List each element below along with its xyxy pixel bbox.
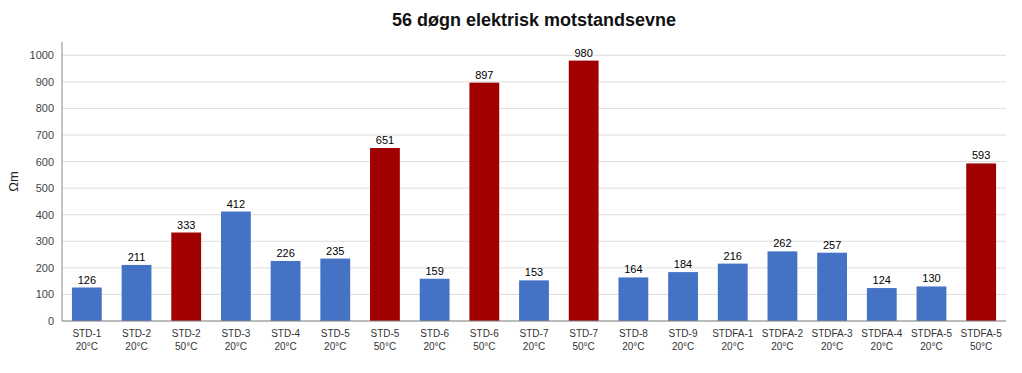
bar bbox=[320, 259, 350, 321]
x-tick-label: STD-550°C bbox=[370, 328, 399, 352]
grid-line bbox=[62, 55, 1006, 56]
data-label: 333 bbox=[177, 219, 195, 231]
x-tick-label: STD-650°C bbox=[470, 328, 499, 352]
grid-line bbox=[62, 214, 1006, 215]
y-tick-label: 500 bbox=[36, 182, 54, 194]
data-label: 211 bbox=[128, 251, 146, 263]
grid-line bbox=[62, 161, 1006, 162]
bar bbox=[171, 233, 201, 321]
bar bbox=[817, 253, 847, 321]
bar bbox=[569, 61, 599, 321]
x-tick-label: STDFA-220°C bbox=[762, 328, 804, 352]
x-tick-label: STDFA-120°C bbox=[712, 328, 754, 352]
x-tick-label: STD-520°C bbox=[321, 328, 350, 352]
chart: 0 100 200 300 400 500 600 700 800 900 1000 126 211 33… bbox=[0, 0, 1022, 373]
data-label: 897 bbox=[475, 69, 493, 81]
bar bbox=[469, 83, 499, 321]
title: 56 døgn elektrisk motstandsevne bbox=[392, 10, 676, 30]
bar bbox=[122, 265, 152, 321]
bar bbox=[519, 280, 549, 321]
grid-line bbox=[62, 188, 1006, 189]
data-label: 159 bbox=[425, 265, 443, 277]
bar bbox=[72, 288, 102, 321]
data-labels: 126 211 333 412 226 235 651 159 897 153 980 164 184 2… bbox=[78, 47, 991, 286]
bar bbox=[370, 148, 400, 321]
data-label: 124 bbox=[873, 274, 891, 286]
bar bbox=[420, 279, 450, 321]
bar bbox=[966, 163, 996, 321]
y-axis-label: Ωm bbox=[6, 171, 21, 192]
y-tick-label: 600 bbox=[36, 156, 54, 168]
grid-line bbox=[62, 321, 1006, 322]
x-tick-label: STDFA-320°C bbox=[812, 328, 854, 352]
x-tick-label: STDFA-420°C bbox=[861, 328, 903, 352]
y-tick-label: 900 bbox=[36, 76, 54, 88]
x-tick-label: STD-620°C bbox=[420, 328, 449, 352]
data-label: 593 bbox=[972, 149, 990, 161]
data-label: 651 bbox=[376, 134, 394, 146]
grid bbox=[62, 55, 1006, 321]
bar bbox=[271, 261, 301, 321]
data-label: 257 bbox=[823, 239, 841, 251]
data-label: 164 bbox=[624, 263, 642, 275]
data-label: 216 bbox=[724, 250, 742, 262]
data-label: 262 bbox=[773, 237, 791, 249]
bar bbox=[768, 251, 798, 321]
bar bbox=[618, 277, 648, 321]
data-label: 126 bbox=[78, 274, 96, 286]
grid-line bbox=[62, 108, 1006, 109]
grid-line bbox=[62, 241, 1006, 242]
data-label: 235 bbox=[326, 245, 344, 257]
x-tick-label: STDFA-520°C bbox=[911, 328, 953, 352]
x-tick-label: STD-250°C bbox=[172, 328, 201, 352]
bar bbox=[668, 272, 698, 321]
grid-line bbox=[62, 81, 1006, 82]
y-tick-label: 700 bbox=[36, 129, 54, 141]
bar bbox=[867, 288, 897, 321]
x-ticks: STD-120°C STD-220°C STD-250°C STD-320°C STD-… bbox=[72, 328, 1002, 352]
x-tick-label: STD-820°C bbox=[619, 328, 648, 352]
y-tick-label: 400 bbox=[36, 209, 54, 221]
x-tick-label: STDFA-550°C bbox=[961, 328, 1003, 352]
y-tick-label: 0 bbox=[48, 315, 54, 327]
y-ticks: 0 100 200 300 400 500 600 700 800 900 1000 bbox=[30, 49, 54, 327]
y-tick-label: 100 bbox=[36, 288, 54, 300]
x-tick-label: STD-920°C bbox=[669, 328, 698, 352]
x-tick-label: STD-320°C bbox=[221, 328, 250, 352]
data-label: 226 bbox=[276, 247, 294, 259]
grid-line bbox=[62, 135, 1006, 136]
data-label: 980 bbox=[575, 47, 593, 59]
x-tick-label: STD-720°C bbox=[520, 328, 549, 352]
y-tick-label: 800 bbox=[36, 102, 54, 114]
data-label: 153 bbox=[525, 266, 543, 278]
y-tick-label: 200 bbox=[36, 262, 54, 274]
x-tick-label: STD-120°C bbox=[72, 328, 101, 352]
x-tick-label: STD-420°C bbox=[271, 328, 300, 352]
y-tick-label: 300 bbox=[36, 235, 54, 247]
x-tick-label: STD-220°C bbox=[122, 328, 151, 352]
x-axis-line bbox=[62, 321, 1006, 322]
bar bbox=[917, 286, 947, 321]
bars bbox=[72, 61, 996, 321]
data-label: 130 bbox=[922, 272, 940, 284]
y-axis-line bbox=[62, 42, 63, 321]
y-tick-label: 1000 bbox=[30, 49, 54, 61]
x-tick-label: STD-750°C bbox=[569, 328, 598, 352]
data-label: 412 bbox=[227, 198, 245, 210]
bar bbox=[221, 212, 251, 321]
bar bbox=[718, 264, 748, 321]
data-label: 184 bbox=[674, 258, 692, 270]
